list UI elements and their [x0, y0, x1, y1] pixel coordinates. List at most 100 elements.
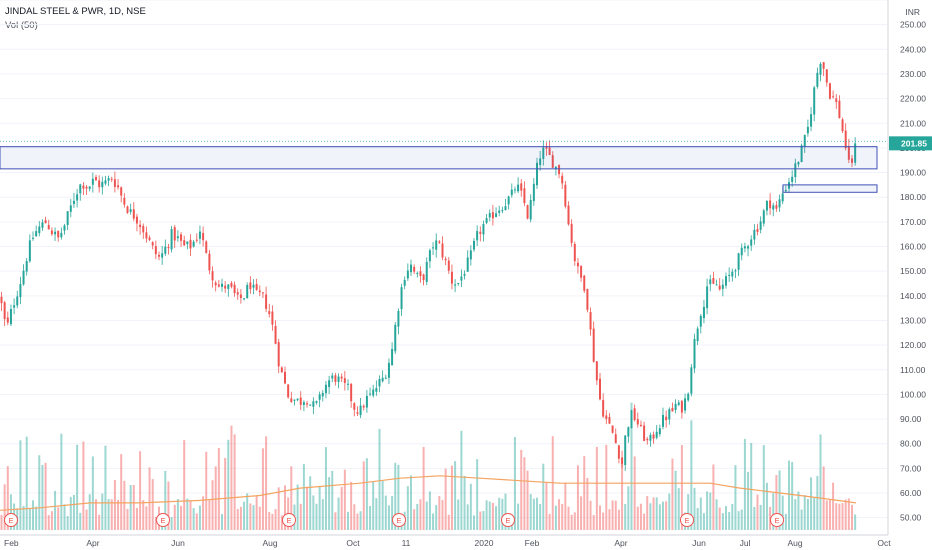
price-axis[interactable]: INR250.00240.00230.00220.00210.00200.001…: [889, 7, 932, 523]
support-resistance-zones[interactable]: [0, 140, 888, 193]
candle-body: [290, 398, 293, 402]
volume-bar: [460, 430, 463, 530]
zone-rectangle[interactable]: [0, 146, 878, 170]
volume-bar: [769, 506, 772, 530]
volume-bar: [202, 496, 205, 530]
candle-body: [740, 247, 743, 256]
volume-bar: [227, 439, 230, 530]
candle-body: [372, 389, 375, 396]
earnings-circle-icon: [770, 513, 784, 527]
candle-body: [180, 234, 183, 241]
candle-body: [413, 266, 416, 272]
candle-body: [671, 407, 674, 412]
earnings-marker[interactable]: E: [680, 513, 694, 527]
candle-body: [249, 282, 252, 290]
candle-body: [753, 229, 756, 240]
candle-body: [662, 414, 664, 427]
candle-body: [510, 189, 513, 196]
time-tick-label: 11: [402, 538, 411, 548]
volume-bar: [605, 444, 608, 530]
earnings-circle-icon: [282, 513, 296, 527]
candle-body: [261, 292, 264, 294]
volume-bar: [844, 499, 847, 530]
earnings-circle-icon: [501, 513, 515, 527]
candle-body: [513, 189, 516, 191]
price-tick-label: 100.00: [900, 389, 926, 399]
volume-bar: [750, 443, 753, 530]
candle-body: [507, 196, 510, 205]
volume-legend: Vol (50): [5, 20, 38, 31]
volume-bar: [208, 500, 211, 530]
candle-body: [532, 183, 535, 202]
earnings-marker[interactable]: E: [501, 513, 515, 527]
candle-body: [630, 410, 633, 429]
candle-body: [113, 179, 116, 187]
candle-body: [91, 178, 94, 185]
volume-bar: [854, 514, 857, 530]
earnings-marker[interactable]: E: [392, 513, 406, 527]
volume-bar: [690, 420, 693, 530]
candle-body: [806, 126, 809, 134]
volume-bar: [668, 493, 671, 530]
volume-bar: [428, 491, 431, 530]
volume-bar: [813, 497, 816, 530]
earnings-marker[interactable]: E: [156, 513, 170, 527]
candle-body: [721, 284, 724, 289]
candle-body: [639, 424, 642, 426]
candle-body: [428, 250, 431, 262]
volume-bar: [419, 499, 422, 530]
last-price-badge[interactable]: 201.85: [889, 136, 932, 151]
volume-bar: [38, 455, 41, 530]
volume-bar: [350, 481, 353, 530]
volume-bar: [501, 498, 504, 530]
volume-bar: [315, 503, 318, 530]
candle-body: [161, 253, 164, 258]
candle-body: [652, 434, 655, 439]
candle-body: [211, 271, 214, 281]
volume-bar: [9, 494, 12, 530]
volume-bar: [444, 468, 447, 530]
candle-body: [107, 178, 110, 181]
time-tick-label: Aug: [787, 538, 802, 548]
candle-body: [583, 275, 586, 291]
earnings-marker[interactable]: E: [282, 513, 296, 527]
volume-bar: [387, 505, 390, 530]
candle-body: [665, 416, 668, 421]
candle-body: [306, 403, 309, 405]
candle-body: [614, 434, 617, 444]
time-tick-label: 2020: [475, 538, 494, 548]
candle-body: [101, 181, 104, 188]
zone-rectangle[interactable]: [782, 184, 878, 193]
volume-bar: [302, 463, 305, 530]
price-tick-label: 130.00: [900, 315, 926, 325]
volume-bar: [72, 494, 75, 530]
time-tick-label: Feb: [4, 538, 19, 548]
candle-body: [22, 270, 25, 285]
candle-body: [680, 401, 683, 413]
candle-body: [135, 216, 138, 224]
time-axis[interactable]: Feb Apr Jun Aug Oct 11 2020 Feb Apr Jun Jul Aug Oct: [4, 538, 891, 548]
volume-bar: [756, 494, 759, 530]
volume-bar: [753, 506, 756, 530]
volume-bar: [101, 493, 104, 530]
candle-body: [561, 175, 564, 184]
volume-bar: [498, 497, 501, 530]
candle-body: [324, 384, 327, 394]
volume-bar: [224, 457, 227, 530]
volume-bar: [677, 488, 680, 530]
volume-bar: [611, 500, 614, 530]
volume-bar: [340, 486, 343, 530]
earnings-marker[interactable]: E: [4, 513, 18, 527]
volume-bar: [693, 487, 696, 530]
volume-bar: [608, 509, 611, 530]
volume-bar: [592, 515, 595, 530]
candle-body: [485, 218, 488, 223]
earnings-marker[interactable]: E: [770, 513, 784, 527]
volume-bar: [135, 507, 138, 530]
price-tick-label: 70.00: [900, 463, 922, 473]
volume-bar: [542, 463, 545, 530]
volume-bar: [35, 506, 38, 530]
volume-bar: [580, 496, 583, 530]
